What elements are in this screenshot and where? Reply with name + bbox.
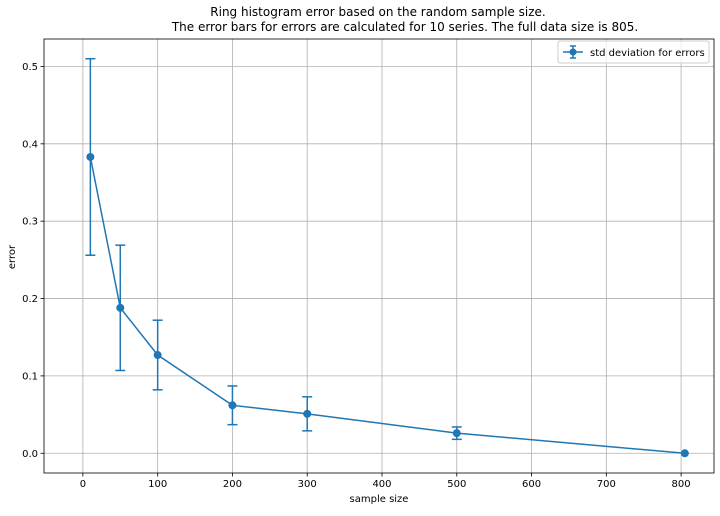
data-point — [116, 303, 125, 312]
data-point — [680, 449, 689, 458]
x-tick-label: 200 — [223, 479, 242, 490]
x-tick-label: 700 — [597, 479, 616, 490]
axes — [43, 38, 715, 474]
data-point — [303, 409, 312, 418]
y-tick-label: 0.0 — [22, 449, 38, 460]
axes-frame — [43, 38, 715, 474]
chart-title-line-2: The error bars for errors are calculated… — [171, 20, 638, 34]
x-axis-ticks: 0 100 200 300 400 500 600 700 800 — [80, 473, 691, 490]
x-axis-label: sample size — [350, 494, 409, 505]
x-tick-label: 300 — [298, 479, 317, 490]
chart-title: Ring histogram error based on the random… — [171, 5, 638, 34]
data-point — [153, 351, 162, 360]
legend-marker — [569, 48, 577, 56]
legend-frame — [557, 40, 710, 64]
y-tick-label: 0.2 — [22, 294, 38, 305]
y-tick-label: 0.1 — [22, 371, 38, 382]
chart-title-line-1: Ring histogram error based on the random… — [210, 5, 545, 19]
x-tick-label: 400 — [372, 479, 391, 490]
data-point — [452, 429, 461, 438]
plot-area — [85, 57, 689, 458]
y-tick-label: 0.5 — [22, 62, 38, 73]
data-point — [86, 152, 95, 161]
y-tick-label: 0.4 — [22, 139, 38, 150]
legend-label: std deviation for errors — [590, 48, 705, 59]
legend: std deviation for errors — [557, 40, 710, 64]
x-tick-label: 500 — [447, 479, 466, 490]
grid — [44, 39, 714, 473]
x-tick-label: 0 — [80, 479, 86, 490]
y-axis-label: error — [7, 244, 18, 269]
x-tick-label: 800 — [672, 479, 691, 490]
x-tick-label: 100 — [148, 479, 167, 490]
y-axis-ticks: 0.0 0.1 0.2 0.3 0.4 0.5 — [22, 62, 44, 460]
series-line — [89, 156, 685, 455]
y-tick-label: 0.3 — [22, 217, 38, 228]
data-point — [228, 401, 237, 410]
x-tick-label: 600 — [522, 479, 541, 490]
